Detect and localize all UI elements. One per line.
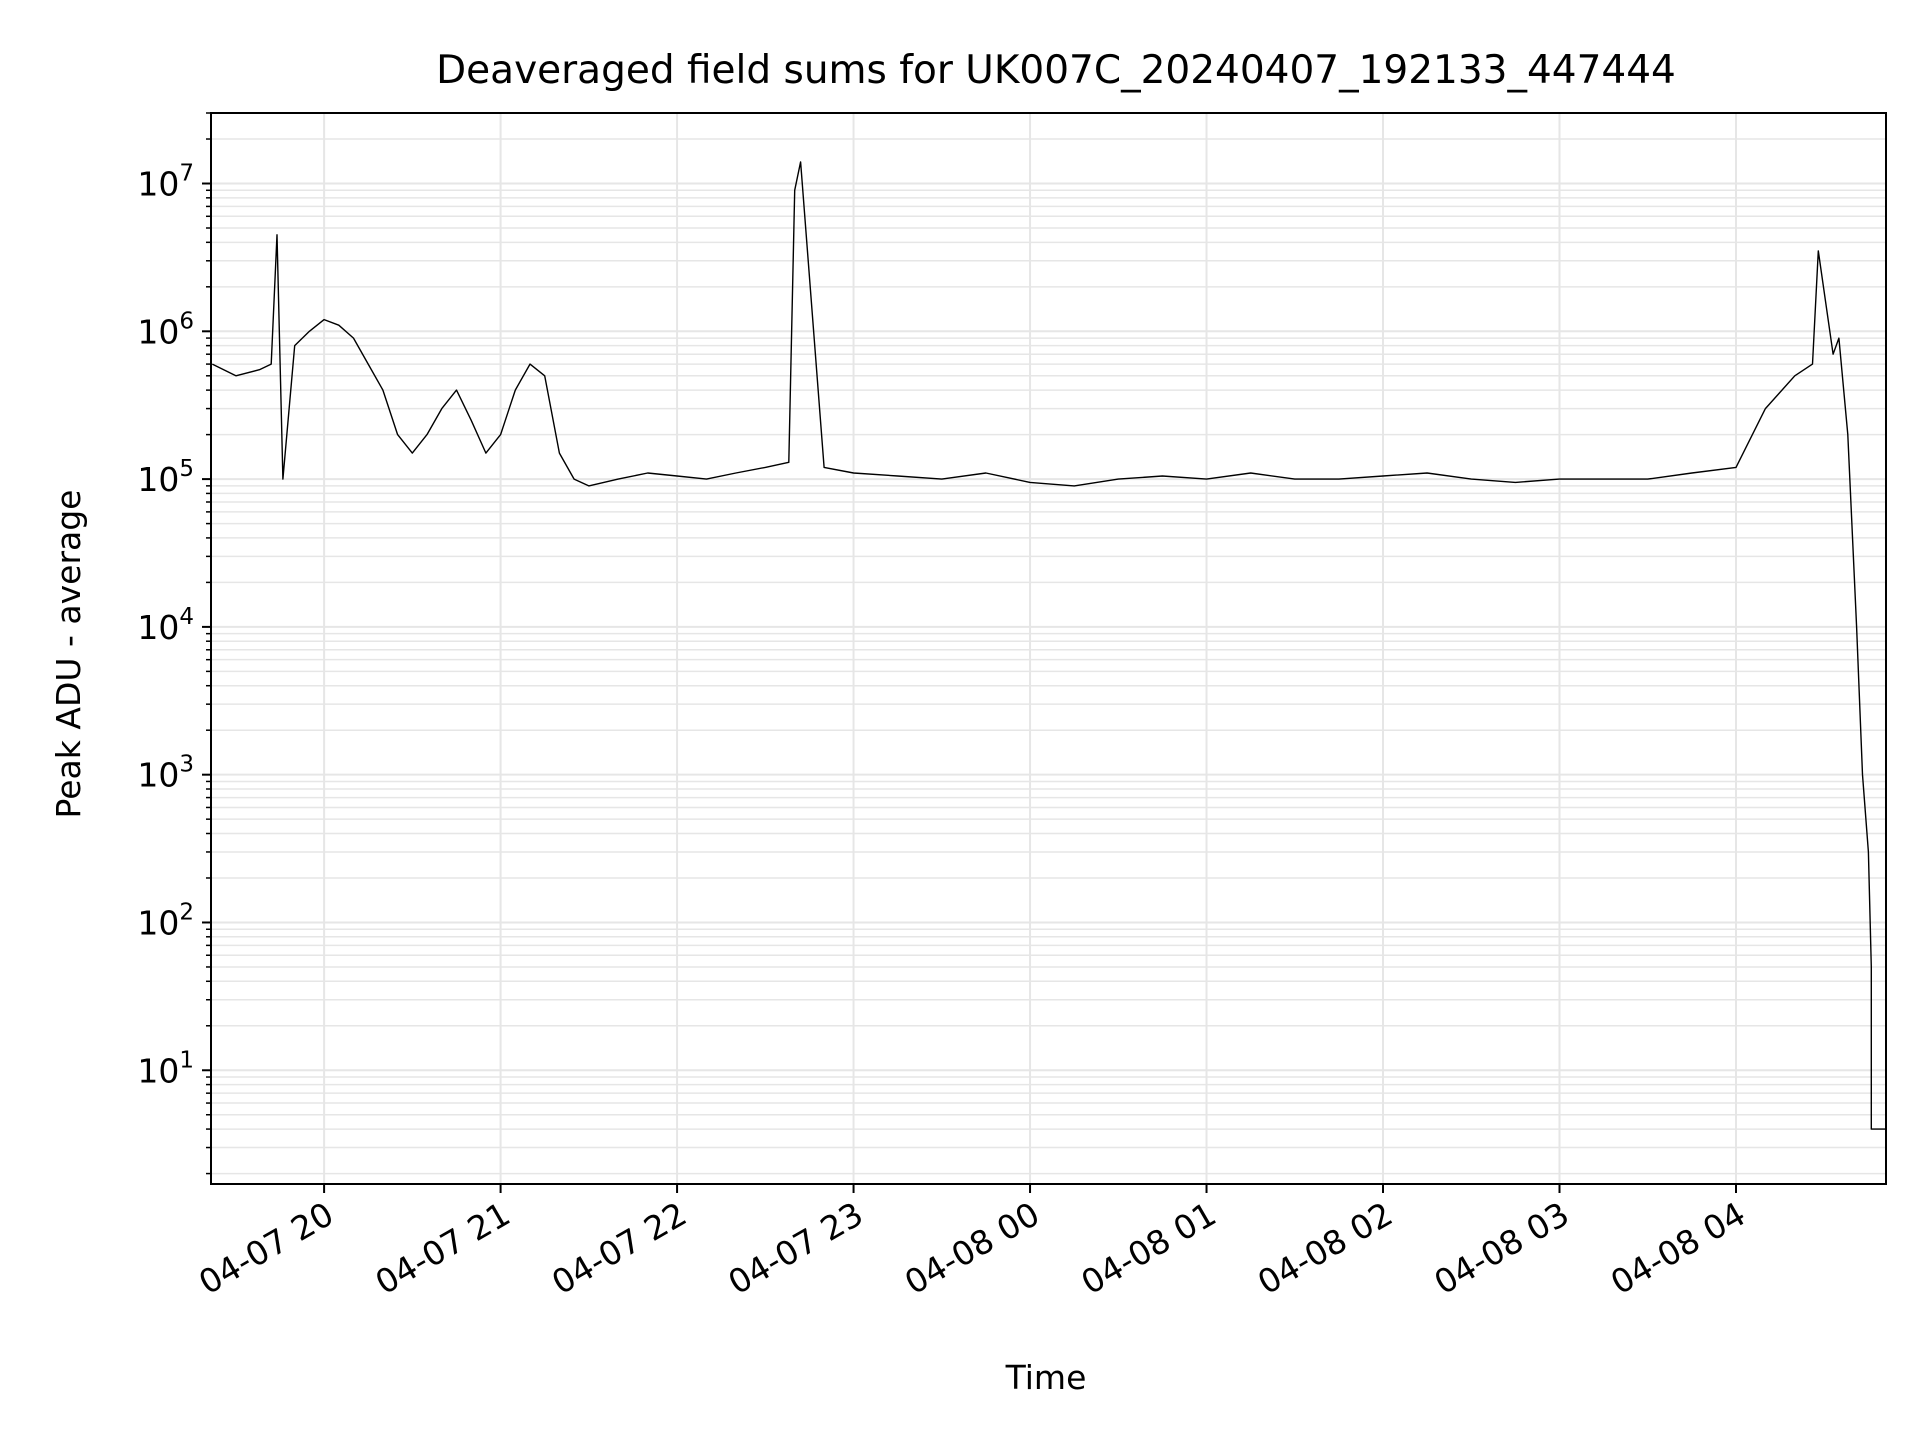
x-tick-label: 04-07 22 bbox=[545, 1194, 693, 1302]
y-tick-label: 103 bbox=[137, 752, 194, 795]
series-line bbox=[211, 161, 1886, 1130]
y-tick-label: 105 bbox=[137, 456, 194, 499]
axis-ticks: 101 102 103 104 105 106 107 04-07 20 04-07 21 04-… bbox=[137, 112, 1752, 1302]
x-axis-label: Time bbox=[1005, 1358, 1087, 1397]
y-axis-label: Peak ADU - average bbox=[49, 490, 88, 819]
x-tick-label: 04-08 01 bbox=[1075, 1194, 1223, 1302]
x-tick-label: 04-08 04 bbox=[1604, 1194, 1752, 1302]
y-tick-label: 101 bbox=[137, 1047, 194, 1090]
x-tick-label: 04-08 00 bbox=[898, 1194, 1046, 1302]
y-tick-label: 104 bbox=[137, 604, 194, 647]
x-tick-label: 04-07 20 bbox=[192, 1194, 340, 1302]
y-tick-label: 107 bbox=[137, 161, 194, 204]
plot-frame bbox=[210, 112, 1887, 1185]
x-tick-label: 04-08 02 bbox=[1251, 1194, 1399, 1302]
series-layer bbox=[211, 161, 1886, 1130]
y-tick-label: 102 bbox=[137, 899, 194, 942]
grid bbox=[211, 112, 1886, 1184]
y-tick-label: 106 bbox=[137, 308, 194, 351]
x-tick-label: 04-08 03 bbox=[1428, 1194, 1576, 1302]
x-tick-label: 04-07 21 bbox=[369, 1194, 517, 1302]
chart-title: Deaveraged field sums for UK007C_2024040… bbox=[436, 48, 1676, 93]
x-tick-label: 04-07 23 bbox=[722, 1194, 870, 1302]
